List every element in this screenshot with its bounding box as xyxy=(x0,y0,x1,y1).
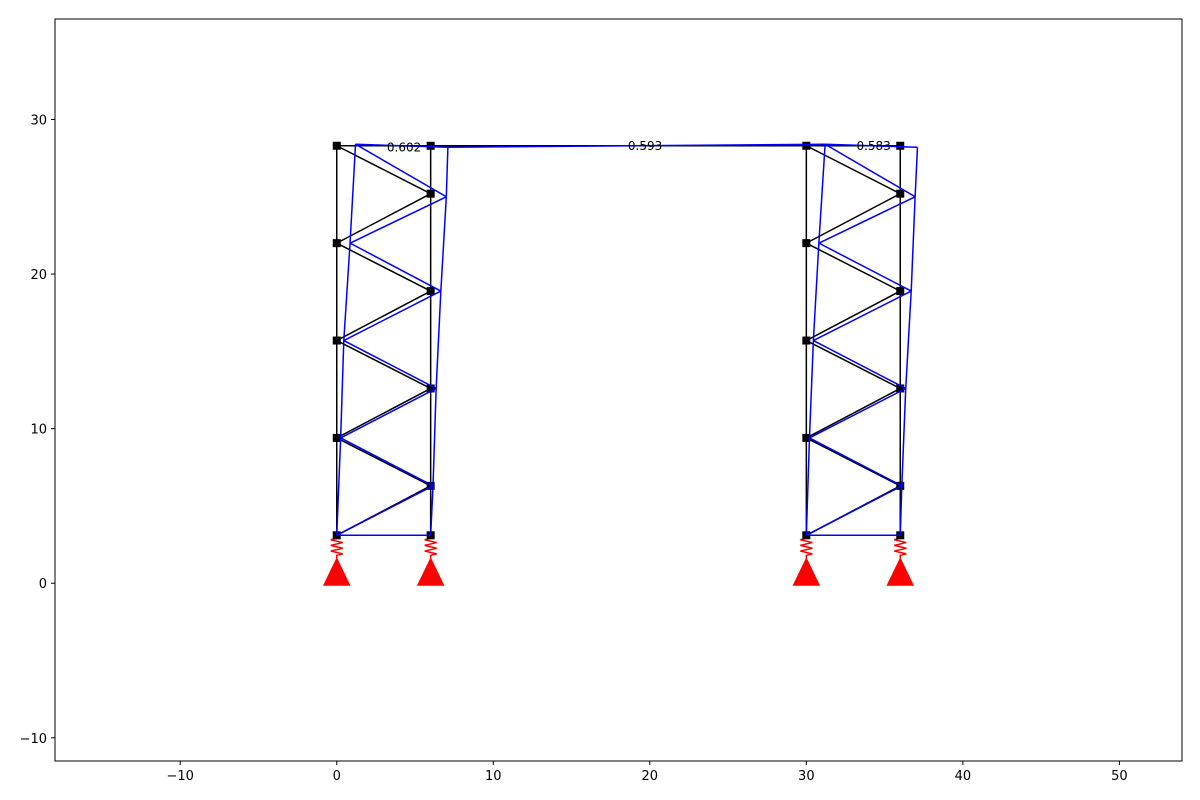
node-marker xyxy=(426,384,435,393)
axes-frame xyxy=(54,18,1183,762)
node-marker xyxy=(426,481,435,490)
undeformed-element xyxy=(805,387,901,439)
deformed-element xyxy=(349,144,357,244)
undeformed-element xyxy=(805,290,901,342)
undeformed-element xyxy=(336,437,432,487)
undeformed-element xyxy=(336,242,432,292)
undeformed-element xyxy=(805,242,901,292)
deformed-element xyxy=(440,196,448,292)
deformed-element xyxy=(809,437,903,487)
deformed-element xyxy=(813,290,912,342)
deformed-element xyxy=(825,143,918,149)
deformed-element xyxy=(343,339,437,390)
y-tick-label: 20 xyxy=(30,268,47,283)
deformed-element xyxy=(910,196,916,292)
undeformed-element xyxy=(336,193,432,244)
x-tick-label: 30 xyxy=(798,769,815,784)
node-marker xyxy=(896,141,905,150)
deformed-element xyxy=(914,147,919,197)
y-tick-label: −10 xyxy=(20,732,47,747)
support-triangle xyxy=(322,557,351,586)
support-triangle xyxy=(886,557,915,586)
deformed-element xyxy=(447,143,826,149)
undeformed-element xyxy=(336,387,432,439)
deformed-element xyxy=(340,437,434,487)
undeformed-element xyxy=(805,145,901,195)
displacement-label: 0.583 xyxy=(856,139,890,153)
undeformed-element xyxy=(336,145,432,195)
axis-ticks: −10 0 10 20 30 40 50 −10 0 10 20 30 xyxy=(20,113,1128,784)
deformed-element xyxy=(432,388,437,486)
y-tick-label: 30 xyxy=(30,113,47,128)
node-marker xyxy=(802,239,811,248)
node-marker xyxy=(332,239,341,248)
support-triangle xyxy=(792,557,821,586)
deformed-element xyxy=(349,242,442,292)
deformed-element xyxy=(824,143,916,198)
node-marker xyxy=(896,287,905,296)
deformed-element xyxy=(808,340,815,438)
node-marker xyxy=(332,141,341,150)
deformed-element xyxy=(355,143,447,198)
node-marker xyxy=(332,336,341,345)
deformed-element xyxy=(809,387,907,439)
x-tick-label: 20 xyxy=(642,769,659,784)
node-marker xyxy=(332,433,341,442)
node-marker xyxy=(802,336,811,345)
deformed-element xyxy=(435,291,442,389)
deformed-element xyxy=(904,291,912,389)
deformed-element xyxy=(349,196,447,244)
deformed-element xyxy=(339,340,345,438)
deformed-element xyxy=(429,485,434,536)
deformed-element xyxy=(901,388,907,486)
support-triangle xyxy=(416,557,445,586)
node-marker xyxy=(426,189,435,198)
x-tick-label: 50 xyxy=(1111,769,1128,784)
x-tick-label: −10 xyxy=(167,769,194,784)
deformed-element xyxy=(899,485,903,536)
deformed-element xyxy=(445,147,449,197)
deformed-element xyxy=(818,144,826,244)
x-tick-label: 0 xyxy=(333,769,341,784)
node-marker xyxy=(896,384,905,393)
displacement-label: 0.602 xyxy=(387,140,421,154)
node-marker xyxy=(426,287,435,296)
deformed-element xyxy=(805,437,811,536)
y-tick-label: 0 xyxy=(39,577,47,592)
node-marker xyxy=(802,433,811,442)
x-tick-label: 10 xyxy=(485,769,502,784)
y-tick-label: 10 xyxy=(30,423,47,438)
node-marker xyxy=(896,189,905,198)
deformed-element xyxy=(343,290,442,342)
deformed-element xyxy=(812,243,820,341)
displacement-label: 0.593 xyxy=(628,139,662,153)
deformed-element xyxy=(818,196,916,244)
undeformed-element xyxy=(805,437,901,487)
deformed-element xyxy=(355,143,448,149)
node-marker xyxy=(802,141,811,150)
deformed-element xyxy=(818,242,912,292)
undeformed-element xyxy=(336,339,432,390)
deformed-element xyxy=(340,387,437,439)
deformed-element xyxy=(813,339,907,390)
plot-area: 0.602 0.593 0.583 xyxy=(322,139,919,586)
deformed-element xyxy=(805,485,903,536)
deformed-element xyxy=(336,437,342,536)
deformed-element xyxy=(343,243,351,341)
undeformed-element xyxy=(805,339,901,390)
undeformed-element xyxy=(336,290,432,342)
deformed-element xyxy=(336,485,434,536)
x-tick-label: 40 xyxy=(955,769,972,784)
node-marker xyxy=(426,141,435,150)
undeformed-element xyxy=(805,193,901,244)
